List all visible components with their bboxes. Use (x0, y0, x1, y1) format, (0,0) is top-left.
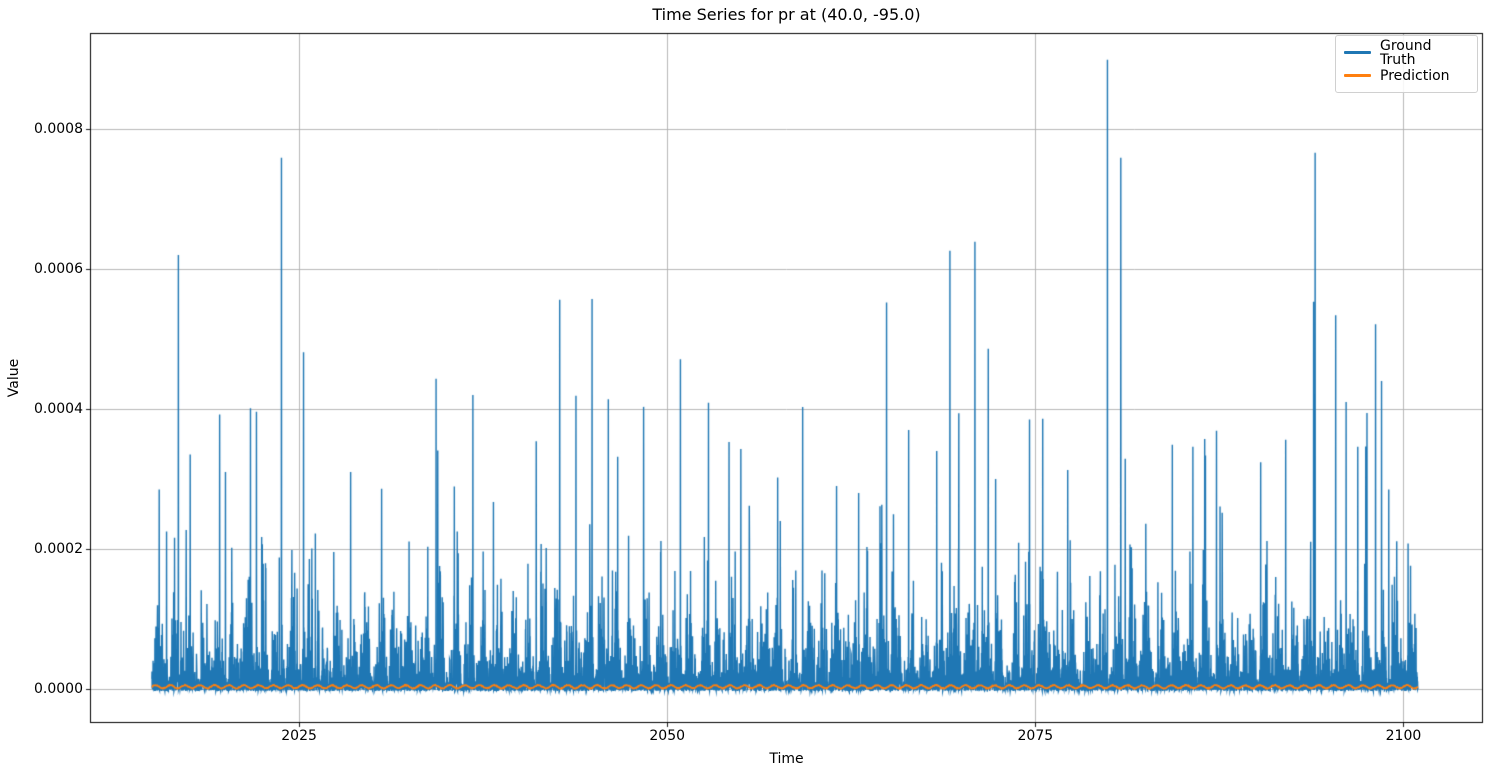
ground-truth-line-swatch (1344, 51, 1371, 54)
legend-entry-prediction: Prediction (1344, 64, 1469, 87)
legend: Ground Truth Prediction (1335, 35, 1478, 93)
x-axis-label: Time (769, 751, 804, 767)
legend-label-prediction: Prediction (1380, 67, 1450, 84)
legend-entry-ground-truth: Ground Truth (1344, 37, 1469, 68)
legend-label-ground-truth: Ground Truth (1380, 37, 1432, 68)
chart-title: Time Series for pr at (40.0, -95.0) (652, 5, 921, 24)
prediction-line-swatch (1344, 74, 1371, 77)
y-axis-label: Value (6, 358, 22, 398)
